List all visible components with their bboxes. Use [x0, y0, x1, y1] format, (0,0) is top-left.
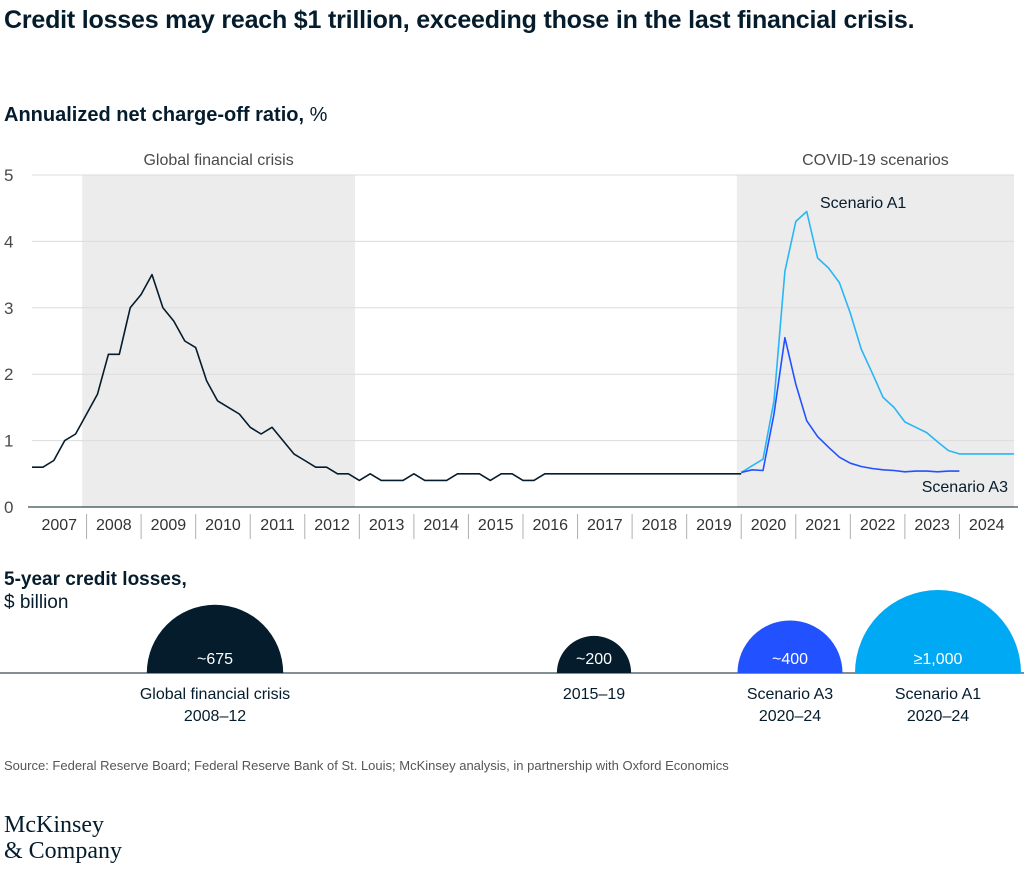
bubble-half-circle: [556, 635, 632, 673]
series-label-a3: Scenario A3: [922, 479, 1008, 496]
bubble-value-label: ~675: [197, 651, 233, 668]
bubble-category-line1: Scenario A3: [746, 686, 834, 703]
y-tick-label: 0: [4, 498, 13, 517]
bubble-category-line1: Global financial crisis: [139, 686, 291, 703]
bubble-category-label: 2015–19: [484, 684, 704, 706]
line-chart: Global financial crisis COVID-19 scenario…: [4, 152, 1018, 539]
series-line: [740, 210, 1014, 474]
x-tick-label: 2019: [696, 517, 732, 534]
bubble-value-label: ~400: [772, 651, 808, 668]
bubble-category-line1: 2015–19: [562, 686, 626, 703]
shaded-region-label: COVID-19 scenarios: [802, 152, 949, 169]
bubble-category-line2: 2008–12: [183, 708, 247, 725]
x-tick-label: 2007: [41, 517, 77, 534]
x-tick-label: 2010: [205, 517, 241, 534]
y-axis-title-text: Annualized net charge-off ratio,: [4, 104, 305, 126]
x-tick-label: 2011: [260, 517, 295, 534]
x-tick-label: 2024: [969, 517, 1005, 534]
chart-title: Credit losses may reach $1 trillion, exc…: [4, 6, 915, 34]
bubble-category-line1: Scenario A1: [894, 686, 982, 703]
bubble-chart-title-text: 5-year credit losses,: [4, 569, 187, 590]
x-tick-label: 2008: [96, 517, 132, 534]
logo-line-1: McKinsey: [4, 812, 104, 838]
mckinsey-logo: McKinsey & Company: [4, 812, 122, 864]
shaded-region: [82, 175, 355, 507]
y-axis-unit: %: [304, 104, 328, 126]
x-tick-label: 2022: [860, 517, 896, 534]
x-tick-label: 2009: [151, 517, 187, 534]
bubble-category-line2: 2020–24: [758, 708, 822, 725]
bubble-half-circle: [146, 604, 284, 673]
bubble-category-line2: 2020–24: [906, 708, 970, 725]
logo-line-2: & Company: [4, 838, 122, 864]
bubble-chart-unit: $ billion: [4, 592, 69, 613]
x-tick-label: 2015: [478, 517, 514, 534]
shaded-region: [736, 175, 1014, 507]
y-tick-label: 3: [4, 299, 13, 318]
bubble-value-label: ≥1,000: [914, 651, 963, 668]
series-line: [32, 273, 742, 482]
bubble-category-label: Global financial crisis 2008–12: [105, 684, 325, 728]
y-tick-label: 5: [4, 166, 13, 185]
bubble-category-label: Scenario A1 2020–24: [828, 684, 1024, 728]
x-tick-label: 2013: [369, 517, 405, 534]
bubble-category-label: Scenario A3 2020–24: [680, 684, 900, 728]
x-tick-label: 2012: [314, 517, 350, 534]
x-tick-label: 2020: [751, 517, 787, 534]
series-line: [741, 336, 960, 474]
shaded-region-label: Global financial crisis: [143, 152, 293, 169]
x-tick-label: 2021: [805, 517, 841, 534]
x-tick-label: 2018: [642, 517, 678, 534]
y-tick-label: 1: [4, 432, 13, 451]
bubble-chart-title: 5-year credit losses, $ billion: [4, 568, 187, 614]
bubble-half-circle: [737, 620, 843, 673]
series-label-a1: Scenario A1: [820, 195, 906, 212]
bubble-half-circle: [855, 590, 1021, 673]
bubble-chart: ~675 ~200 ~400 ≥1,000: [0, 590, 1024, 674]
bubble-value-label: ~200: [576, 651, 612, 668]
x-tick-label: 2014: [423, 517, 459, 534]
x-tick-label: 2017: [587, 517, 623, 534]
x-tick-label: 2023: [914, 517, 950, 534]
source-note: Source: Federal Reserve Board; Federal R…: [4, 758, 729, 773]
x-tick-label: 2016: [532, 517, 568, 534]
y-tick-label: 2: [4, 365, 13, 384]
y-axis-title: Annualized net charge-off ratio, %: [4, 104, 327, 127]
y-tick-label: 4: [4, 232, 13, 251]
